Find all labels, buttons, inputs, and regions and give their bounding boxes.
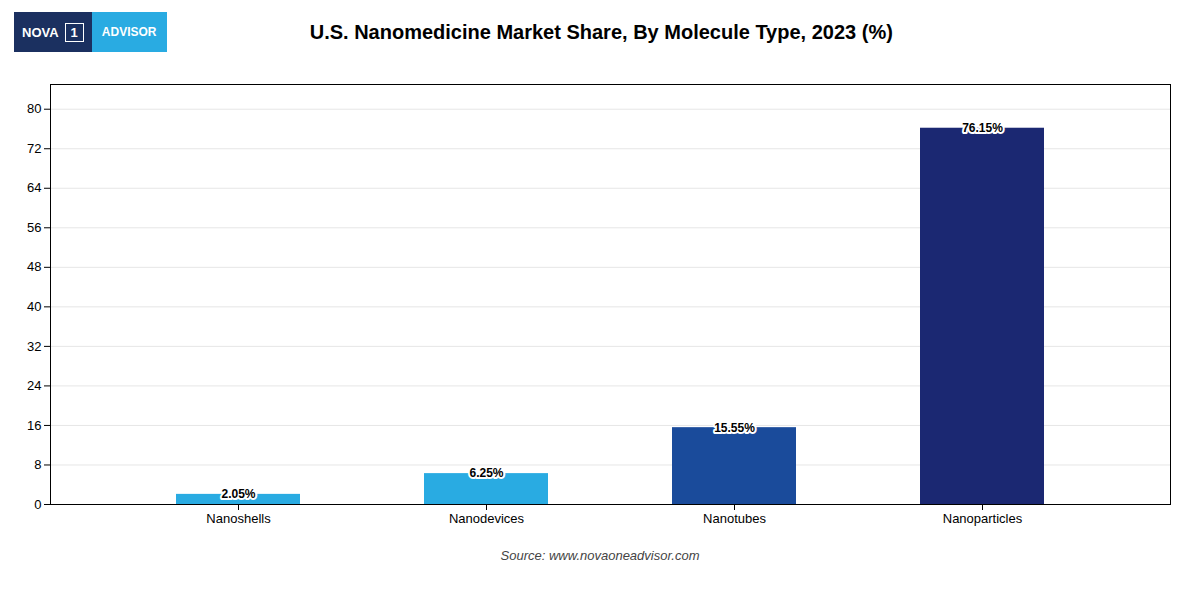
svg-text:56: 56 — [27, 220, 41, 235]
svg-text:80: 80 — [27, 101, 41, 116]
html-text:NOVA: NOVA — [22, 24, 59, 40]
svg-text:72: 72 — [27, 141, 41, 156]
svg-text:48: 48 — [27, 259, 41, 274]
svg-text:32: 32 — [27, 339, 41, 354]
html-text:Source: www.novaoneadvisor.com: Source: www.novaoneadvisor.com — [500, 548, 700, 563]
svg-text:24: 24 — [27, 378, 41, 393]
html-text:ADVISOR: ADVISOR — [101, 25, 157, 39]
svg-text:Nanodevices: Nanodevices — [449, 511, 525, 526]
svg-text:Nanoshells: Nanoshells — [206, 511, 271, 526]
svg-text:Nanoparticles: Nanoparticles — [943, 511, 1023, 526]
svg-text:Nanotubes: Nanotubes — [703, 511, 766, 526]
svg-text:2.05%: 2.05% — [221, 487, 255, 501]
svg-text:16: 16 — [27, 418, 41, 433]
svg-text:64: 64 — [27, 180, 41, 195]
svg-text:0: 0 — [34, 497, 41, 512]
html-text:1: 1 — [70, 24, 78, 40]
svg-text:6.25%: 6.25% — [469, 466, 503, 480]
html-text:U.S. Nanomedicine Market Share: U.S. Nanomedicine Market Share, By Molec… — [309, 20, 893, 43]
svg-text:40: 40 — [27, 299, 41, 314]
svg-text:8: 8 — [34, 457, 41, 472]
svg-text:15.55%: 15.55% — [714, 421, 755, 435]
svg-text:76.15%: 76.15% — [962, 121, 1003, 135]
